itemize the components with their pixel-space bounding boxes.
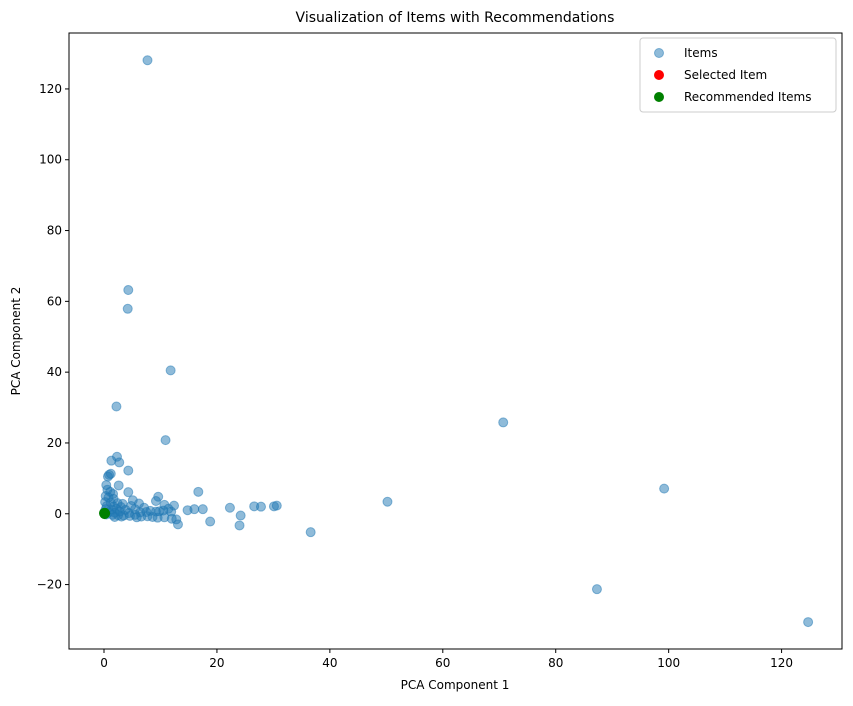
data-point — [235, 510, 246, 521]
data-point — [803, 617, 814, 628]
y-tick-label: 0 — [54, 507, 62, 521]
data-point — [172, 519, 183, 530]
data-point — [197, 504, 208, 515]
data-point — [165, 365, 176, 376]
data-point — [131, 512, 142, 523]
data-point — [99, 507, 110, 518]
data-point — [193, 486, 204, 497]
data-point — [498, 417, 509, 428]
data-point — [106, 455, 117, 466]
data-point — [255, 501, 266, 512]
y-tick-label: 40 — [47, 365, 62, 379]
data-point — [205, 516, 216, 527]
x-tick-label: 40 — [322, 656, 337, 670]
x-tick-label: 60 — [435, 656, 450, 670]
data-point — [305, 527, 316, 538]
data-point — [105, 468, 116, 479]
y-tick-label: −20 — [37, 578, 62, 592]
y-tick-label: 120 — [39, 82, 62, 96]
x-axis-label: PCA Component 1 — [401, 678, 510, 692]
data-point — [659, 483, 670, 494]
legend-entry: Items — [684, 46, 718, 60]
legend-box — [639, 37, 837, 113]
x-tick-label: 120 — [770, 656, 793, 670]
legend: Items Selected Item Recommended Items — [639, 37, 837, 113]
series-recommended-items — [99, 507, 111, 520]
data-point — [142, 55, 153, 66]
x-tick-label: 0 — [100, 656, 108, 670]
x-tick-label: 100 — [657, 656, 680, 670]
y-tick-label: 20 — [47, 436, 62, 450]
y-tick-label: 100 — [39, 153, 62, 167]
legend-entry: Selected Item — [684, 68, 767, 82]
legend-entry: Recommended Items — [684, 90, 812, 104]
chart-title: Visualization of Items with Recommendati… — [296, 10, 615, 26]
x-tick-label: 20 — [209, 656, 224, 670]
legend-marker — [654, 48, 664, 58]
data-point — [109, 511, 120, 522]
legend-marker — [654, 70, 664, 80]
data-point — [123, 465, 134, 476]
plot-frame — [68, 32, 843, 650]
legend-marker — [654, 92, 664, 102]
y-tick-label: 60 — [47, 294, 62, 308]
x-axis: 0 20 40 60 80 100 120 — [100, 649, 793, 670]
data-point — [160, 435, 171, 446]
data-point — [382, 496, 393, 507]
data-point — [150, 496, 161, 507]
data-point — [123, 487, 134, 498]
data-point — [591, 584, 602, 595]
data-point — [111, 401, 122, 412]
data-point — [113, 480, 124, 491]
data-point — [189, 504, 200, 515]
data-point — [234, 520, 245, 531]
y-axis-label: PCA Component 2 — [9, 287, 23, 396]
data-point — [224, 502, 235, 513]
series-items — [99, 55, 814, 628]
x-tick-label: 80 — [548, 656, 563, 670]
y-axis: −20 0 20 40 60 80 100 120 — [37, 82, 69, 592]
data-point — [271, 500, 282, 511]
y-tick-label: 80 — [47, 224, 62, 238]
data-point — [123, 285, 134, 296]
data-point — [122, 303, 133, 314]
